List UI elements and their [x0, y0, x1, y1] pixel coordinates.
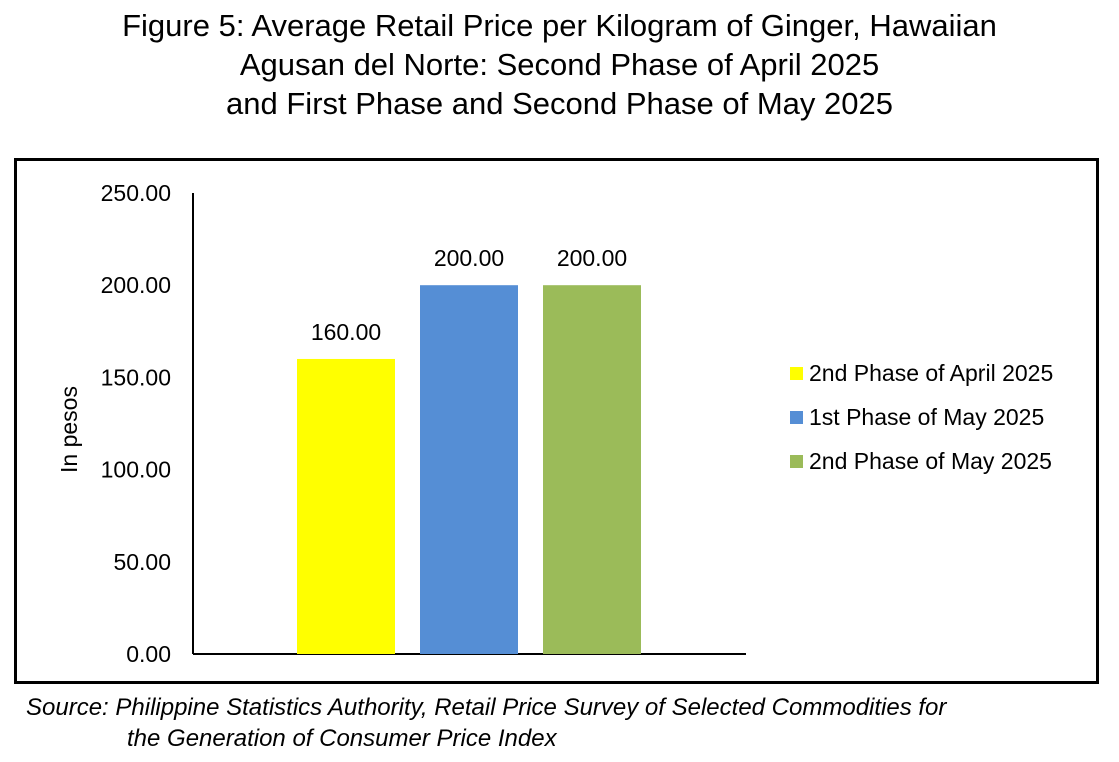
legend-label: 2nd Phase of May 2025 — [809, 448, 1052, 474]
bar-chart: 0.00 50.00 100.00 150.00 200.00 250.00 In peso… — [56, 180, 1053, 667]
legend-label: 2nd Phase of April 2025 — [809, 360, 1053, 386]
y-tick-label: 200.00 — [101, 272, 171, 298]
legend-swatch — [790, 367, 803, 380]
source-note: Source: Philippine Statistics Authority,… — [26, 692, 1106, 754]
y-tick-label: 0.00 — [126, 641, 171, 667]
bar — [420, 285, 518, 654]
y-tick-label: 250.00 — [101, 180, 171, 206]
chart-frame: 0.00 50.00 100.00 150.00 200.00 250.00 In peso… — [14, 158, 1099, 684]
y-axis-label: In pesos — [56, 386, 82, 473]
legend-label: 1st Phase of May 2025 — [809, 404, 1044, 430]
chart-title-line-3: and First Phase and Second Phase of May … — [226, 86, 893, 121]
legend-swatch — [790, 411, 803, 424]
y-tick-label: 150.00 — [101, 364, 171, 390]
chart-title-line-2: Agusan del Norte: Second Phase of April … — [239, 47, 880, 82]
source-line-2: the Generation of Consumer Price Index — [127, 725, 557, 752]
chart-title-line-1: Figure 5: Average Retail Price per Kilog… — [122, 8, 997, 43]
bar-value-label: 160.00 — [311, 319, 381, 345]
legend-swatch — [790, 455, 803, 468]
source-line-1: Source: Philippine Statistics Authority,… — [26, 694, 947, 721]
bar-value-label: 200.00 — [434, 245, 504, 271]
bar — [543, 285, 641, 654]
bar-value-label: 200.00 — [557, 245, 627, 271]
chart-title: Figure 5: Average Retail Price per Kilog… — [0, 6, 1119, 123]
y-tick-label: 100.00 — [101, 457, 171, 483]
bar — [297, 358, 395, 654]
y-tick-label: 50.00 — [113, 549, 171, 575]
